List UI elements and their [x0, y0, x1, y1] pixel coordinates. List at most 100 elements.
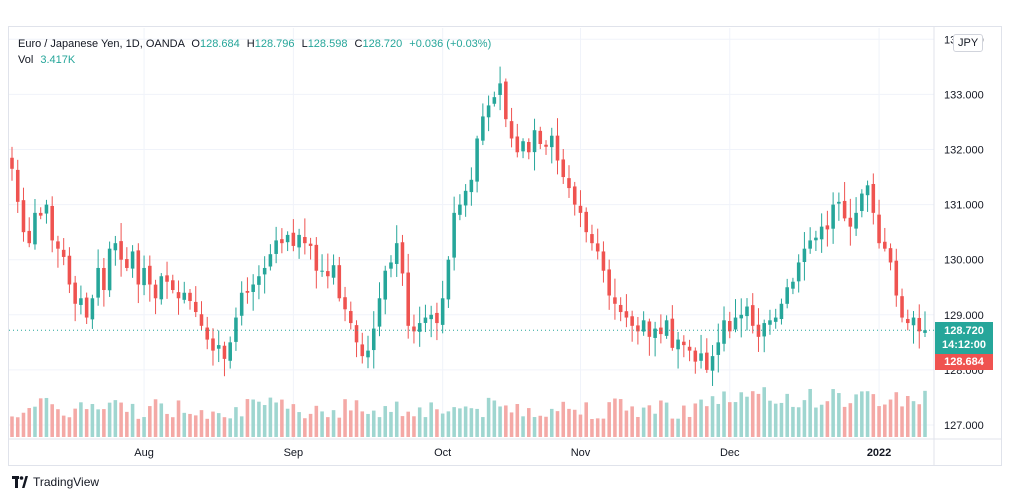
- high-value: 128.796: [254, 38, 295, 50]
- candle-body: [27, 230, 32, 244]
- candle-body: [745, 306, 749, 317]
- volume-bar: [228, 418, 232, 437]
- candle-body: [670, 318, 675, 348]
- volume-bar: [549, 408, 554, 437]
- y-tick-label: 127.000: [944, 420, 984, 432]
- candle-body: [555, 135, 560, 161]
- candle-body: [521, 141, 525, 152]
- candle-body: [136, 250, 141, 285]
- volume-bar: [331, 410, 336, 437]
- volume-bar: [509, 412, 514, 437]
- candle-body: [56, 241, 60, 249]
- candle-body: [756, 324, 761, 337]
- x-tick-label: Sep: [284, 447, 304, 459]
- candle-body: [532, 130, 537, 153]
- volume-bar: [745, 396, 749, 437]
- volume-bar: [320, 411, 324, 437]
- candle-body: [412, 326, 416, 332]
- candle-body: [371, 328, 376, 351]
- candle-body: [429, 314, 433, 320]
- candle-body: [349, 311, 353, 324]
- volume-bar: [182, 412, 187, 437]
- volume-bar: [343, 399, 347, 437]
- candle-body: [699, 353, 703, 361]
- volume-bar: [831, 389, 835, 437]
- candle-body: [199, 314, 204, 326]
- tradingview-brand[interactable]: TradingView: [12, 475, 99, 489]
- x-tick-label: Dec: [720, 447, 740, 459]
- volume-bar: [475, 408, 479, 437]
- candle-body: [50, 205, 54, 241]
- volume-bar: [624, 410, 629, 437]
- volume-bar: [257, 401, 261, 437]
- symbol-title[interactable]: Euro / Japanese Yen, 1D, OANDA: [18, 38, 185, 50]
- volume-bar: [905, 395, 910, 437]
- volume-bar: [303, 418, 307, 437]
- candle-body: [170, 280, 175, 291]
- candle-body: [463, 190, 468, 206]
- volume-bar: [785, 393, 789, 437]
- volume-bar: [911, 401, 916, 437]
- volume-bar: [285, 408, 290, 437]
- volume-bar: [44, 397, 49, 437]
- candle-body: [911, 317, 916, 326]
- volume-bar: [894, 392, 899, 437]
- volume-bar: [79, 402, 83, 437]
- volume-bar: [710, 396, 715, 437]
- y-tick-label: 132.000: [944, 145, 984, 157]
- low-label: L: [301, 38, 308, 50]
- candle-body: [544, 144, 548, 147]
- candle-body: [860, 193, 864, 212]
- volume-bar: [406, 411, 410, 437]
- candle-body: [268, 254, 273, 267]
- volume-bar: [130, 403, 135, 437]
- volume-bar: [555, 411, 560, 437]
- open-price-tag: 128.684: [935, 354, 993, 370]
- candle-body: [687, 346, 692, 351]
- volume-bar: [664, 402, 669, 437]
- candle-body: [567, 178, 571, 189]
- candle-body: [664, 320, 669, 336]
- candle-body: [498, 83, 502, 95]
- volume-bar: [613, 398, 617, 437]
- volume-bar: [750, 391, 755, 437]
- volume-bar: [153, 399, 158, 437]
- candle-body: [153, 284, 158, 299]
- volume-bar: [607, 402, 611, 437]
- candle-body: [377, 298, 382, 327]
- volume-bar: [423, 417, 428, 437]
- volume-bar: [193, 415, 198, 437]
- currency-badge[interactable]: JPY: [953, 34, 984, 52]
- volume-bar: [865, 391, 870, 437]
- volume-bar: [297, 412, 301, 437]
- volume-bar: [773, 403, 778, 437]
- candle-body: [561, 159, 566, 178]
- candle-body: [905, 318, 910, 324]
- volume-bar: [268, 397, 273, 437]
- candle-body: [825, 225, 830, 230]
- candle-body: [636, 325, 640, 332]
- candle-body: [486, 105, 491, 118]
- candle-body: [79, 298, 83, 305]
- volume-bar: [142, 417, 146, 437]
- last-price-tag: 128.720 14:12:00: [935, 322, 993, 354]
- volume-bar: [73, 408, 77, 437]
- candle-body: [159, 276, 164, 300]
- candle-body: [314, 244, 319, 271]
- volume-bar: [842, 406, 847, 437]
- volume-bar: [687, 416, 692, 437]
- candle-body: [779, 303, 784, 320]
- candle-body: [228, 342, 232, 361]
- candle-body: [125, 259, 129, 268]
- chart-frame[interactable]: [8, 26, 1002, 466]
- tradingview-logo-icon: [12, 476, 28, 488]
- volume-bar: [417, 407, 422, 437]
- candle-body: [601, 251, 606, 271]
- volume-bar: [148, 406, 152, 437]
- volume-bar: [216, 413, 221, 437]
- candle-body: [165, 275, 169, 282]
- volume-bar: [888, 399, 893, 437]
- volume-bar: [877, 406, 881, 437]
- candle-body: [251, 284, 255, 292]
